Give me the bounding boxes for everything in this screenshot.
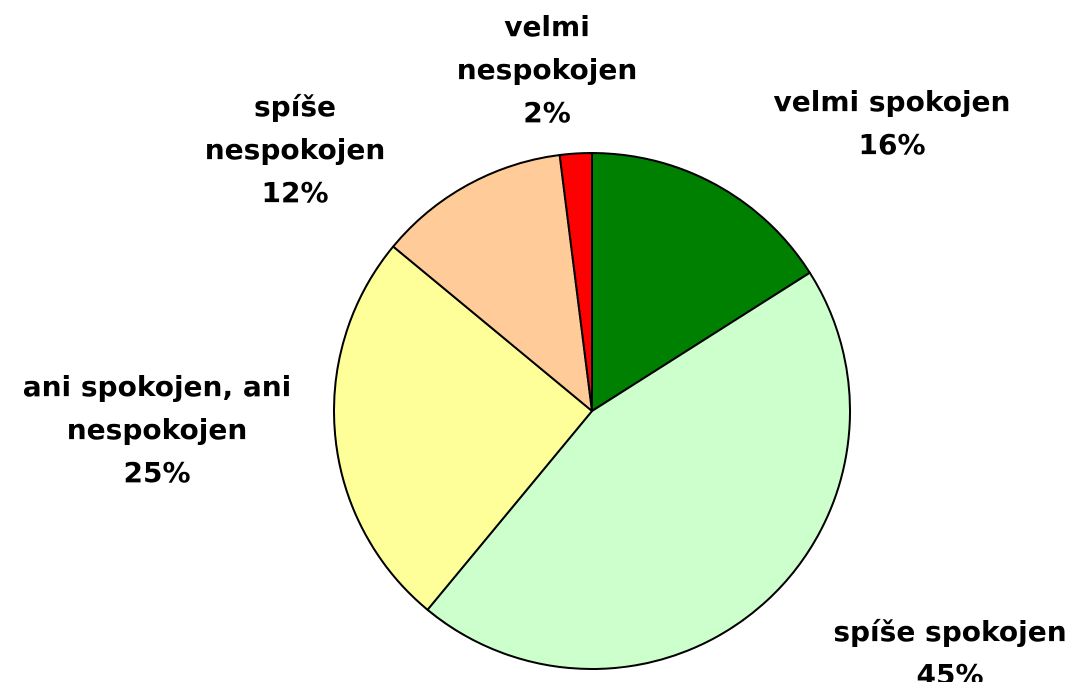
value-label: 25% xyxy=(123,456,191,489)
value-label: 16% xyxy=(858,128,926,161)
category-label: ani spokojen, ani nespokojen xyxy=(22,370,292,446)
pie-slice xyxy=(392,154,593,412)
category-label: velmi spokojen xyxy=(773,85,1011,118)
pie-slice xyxy=(591,152,811,412)
value-label: 2% xyxy=(523,96,571,129)
slice-label: velmi spokojen 16% xyxy=(712,80,1072,166)
category-label: velmi nespokojen xyxy=(456,10,638,86)
slice-label: spíše spokojen 45% xyxy=(800,610,1091,682)
value-label: 12% xyxy=(261,176,329,209)
slice-label: spíše nespokojen 12% xyxy=(180,85,410,214)
value-label: 45% xyxy=(916,658,984,682)
category-label: spíše spokojen xyxy=(833,615,1067,648)
slice-label: velmi nespokojen 2% xyxy=(432,5,662,134)
slice-label: ani spokojen, ani nespokojen 25% xyxy=(7,365,307,494)
category-label: spíše nespokojen xyxy=(204,90,386,166)
pie-slice xyxy=(558,152,593,412)
pie-slice xyxy=(426,271,851,670)
pie-slice xyxy=(333,245,593,611)
